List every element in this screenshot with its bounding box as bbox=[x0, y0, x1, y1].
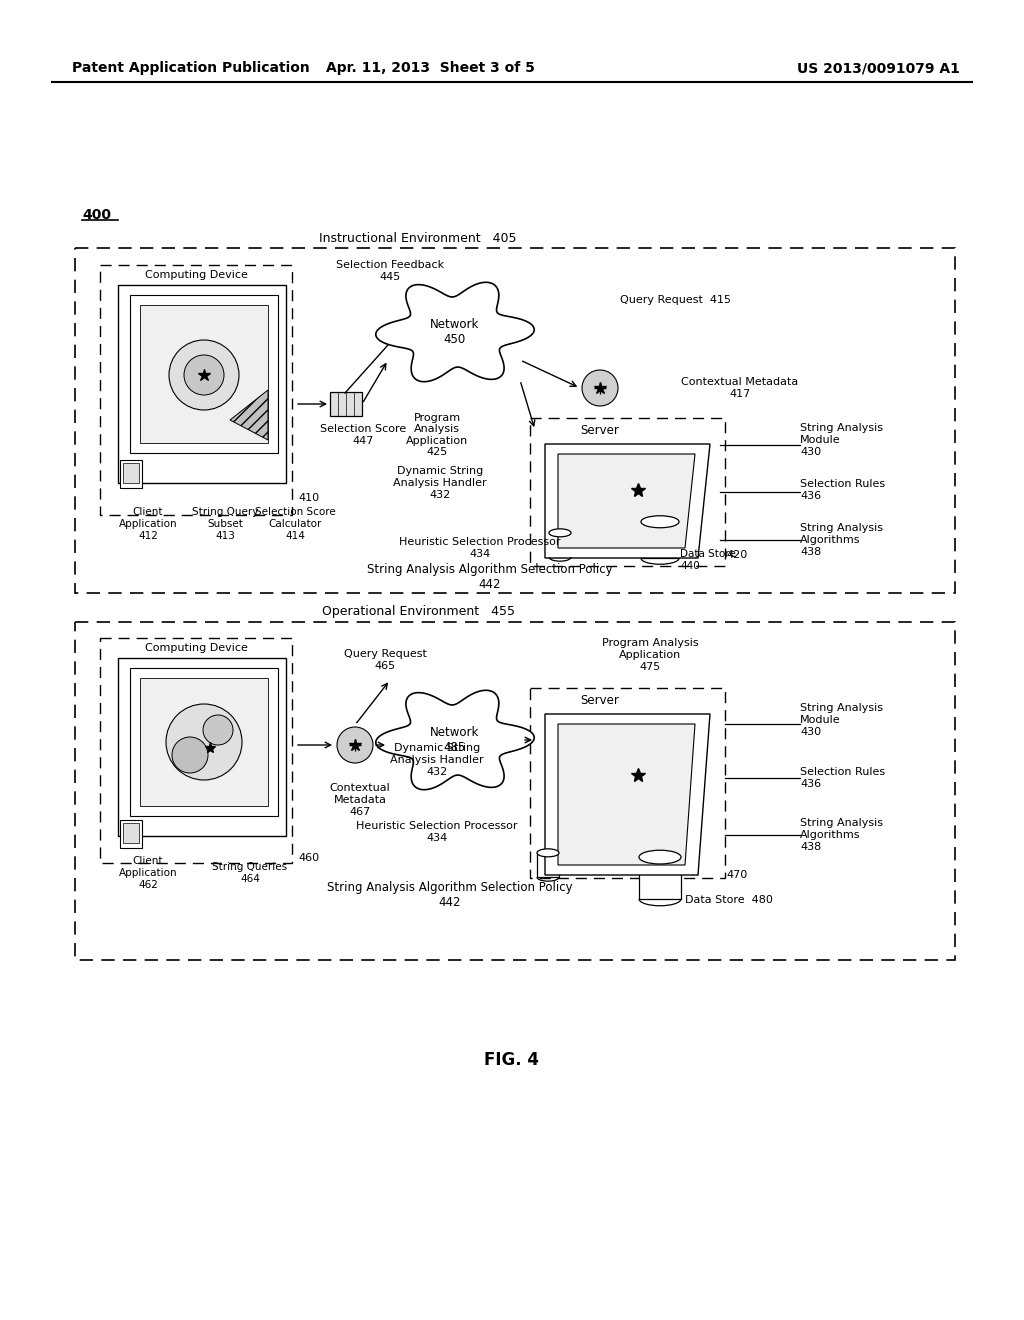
Text: Computing Device: Computing Device bbox=[144, 643, 248, 653]
Text: Heuristic Selection Processor
434: Heuristic Selection Processor 434 bbox=[356, 821, 518, 842]
Text: Heuristic Selection Processor
434: Heuristic Selection Processor 434 bbox=[399, 537, 561, 558]
Text: Program Analysis
Application
475: Program Analysis Application 475 bbox=[602, 639, 698, 672]
Text: FIG. 4: FIG. 4 bbox=[484, 1051, 540, 1069]
Text: String Query
Subset
413: String Query Subset 413 bbox=[191, 507, 258, 541]
Bar bbox=[330, 392, 362, 416]
Text: Data Store
440: Data Store 440 bbox=[680, 549, 736, 570]
Bar bbox=[140, 305, 268, 444]
Text: String Analysis Algorithm Selection Policy
442: String Analysis Algorithm Selection Poli… bbox=[368, 564, 612, 591]
Polygon shape bbox=[376, 282, 535, 381]
Text: String Queries
464: String Queries 464 bbox=[212, 862, 288, 884]
Bar bbox=[130, 294, 278, 453]
Text: Operational Environment   455: Operational Environment 455 bbox=[322, 606, 514, 619]
Polygon shape bbox=[545, 444, 710, 558]
Text: String Analysis
Module
430: String Analysis Module 430 bbox=[800, 424, 883, 457]
Bar bbox=[140, 678, 268, 807]
Text: Network
450: Network 450 bbox=[430, 318, 479, 346]
Bar bbox=[100, 265, 292, 515]
Circle shape bbox=[337, 727, 373, 763]
Bar bbox=[600, 808, 630, 828]
Text: Selection Rules
436: Selection Rules 436 bbox=[800, 767, 885, 789]
Circle shape bbox=[172, 737, 208, 774]
Ellipse shape bbox=[537, 849, 559, 857]
Circle shape bbox=[184, 355, 224, 395]
Text: 470: 470 bbox=[726, 870, 748, 880]
Bar bbox=[600, 515, 630, 535]
Polygon shape bbox=[545, 714, 710, 875]
Ellipse shape bbox=[549, 529, 571, 537]
Ellipse shape bbox=[641, 516, 679, 528]
Polygon shape bbox=[558, 454, 695, 548]
Text: String Analysis
Algorithms
438: String Analysis Algorithms 438 bbox=[800, 818, 883, 851]
Text: Network
485: Network 485 bbox=[430, 726, 479, 754]
Bar bbox=[130, 668, 278, 816]
Text: 460: 460 bbox=[298, 853, 319, 863]
Text: Query Request  415: Query Request 415 bbox=[620, 294, 731, 305]
Bar bbox=[100, 638, 292, 863]
Text: Instructional Environment   405: Instructional Environment 405 bbox=[319, 231, 517, 244]
Polygon shape bbox=[376, 690, 535, 789]
Circle shape bbox=[582, 370, 618, 407]
Text: Computing Device: Computing Device bbox=[144, 271, 248, 280]
Text: Data Store  480: Data Store 480 bbox=[685, 895, 773, 906]
Bar bbox=[639, 857, 681, 899]
Bar bbox=[120, 820, 142, 847]
Text: Program
Analysis
Application
425: Program Analysis Application 425 bbox=[406, 413, 468, 458]
Text: US 2013/0091079 A1: US 2013/0091079 A1 bbox=[797, 61, 961, 75]
Text: Selection Score
447: Selection Score 447 bbox=[319, 424, 407, 446]
Text: Apr. 11, 2013  Sheet 3 of 5: Apr. 11, 2013 Sheet 3 of 5 bbox=[326, 61, 535, 75]
Text: Server: Server bbox=[581, 693, 620, 706]
Text: Server: Server bbox=[581, 424, 620, 437]
Text: Dynamic String
Analysis Handler
432: Dynamic String Analysis Handler 432 bbox=[393, 466, 486, 499]
Bar bbox=[118, 657, 286, 836]
Text: Selection Feedback
445: Selection Feedback 445 bbox=[336, 260, 444, 281]
Circle shape bbox=[203, 715, 233, 744]
Ellipse shape bbox=[639, 850, 681, 865]
Bar bbox=[120, 459, 142, 488]
Text: Selection Score
Calculator
414: Selection Score Calculator 414 bbox=[255, 507, 336, 541]
Circle shape bbox=[169, 341, 239, 411]
Bar bbox=[537, 853, 559, 878]
Bar bbox=[530, 418, 725, 566]
Polygon shape bbox=[230, 389, 268, 440]
Text: String Analysis
Module
430: String Analysis Module 430 bbox=[800, 704, 883, 737]
Bar bbox=[123, 822, 139, 843]
Polygon shape bbox=[558, 723, 695, 865]
Bar bbox=[123, 463, 139, 483]
Text: String Analysis Algorithm Selection Policy
442: String Analysis Algorithm Selection Poli… bbox=[328, 880, 572, 909]
Bar bbox=[75, 248, 955, 593]
Text: Dynamic String
Analysis Handler
432: Dynamic String Analysis Handler 432 bbox=[390, 743, 483, 776]
Text: 410: 410 bbox=[298, 492, 319, 503]
Bar bbox=[549, 533, 571, 557]
Text: String Analysis
Algorithms
438: String Analysis Algorithms 438 bbox=[800, 524, 883, 557]
Text: 400: 400 bbox=[82, 209, 111, 222]
Bar bbox=[641, 521, 679, 558]
Text: Query Request
465: Query Request 465 bbox=[344, 649, 426, 671]
Text: Contextual
Metadata
467: Contextual Metadata 467 bbox=[330, 783, 390, 817]
Text: Contextual Metadata
417: Contextual Metadata 417 bbox=[681, 378, 799, 399]
Text: Client
Application
462: Client Application 462 bbox=[119, 857, 177, 890]
Bar bbox=[530, 688, 725, 878]
Circle shape bbox=[166, 704, 242, 780]
Bar bbox=[118, 285, 286, 483]
Text: Client
Application
412: Client Application 412 bbox=[119, 507, 177, 541]
Text: 420: 420 bbox=[726, 550, 748, 560]
Text: Selection Rules
436: Selection Rules 436 bbox=[800, 479, 885, 500]
Text: Patent Application Publication: Patent Application Publication bbox=[72, 61, 309, 75]
Bar bbox=[75, 622, 955, 960]
